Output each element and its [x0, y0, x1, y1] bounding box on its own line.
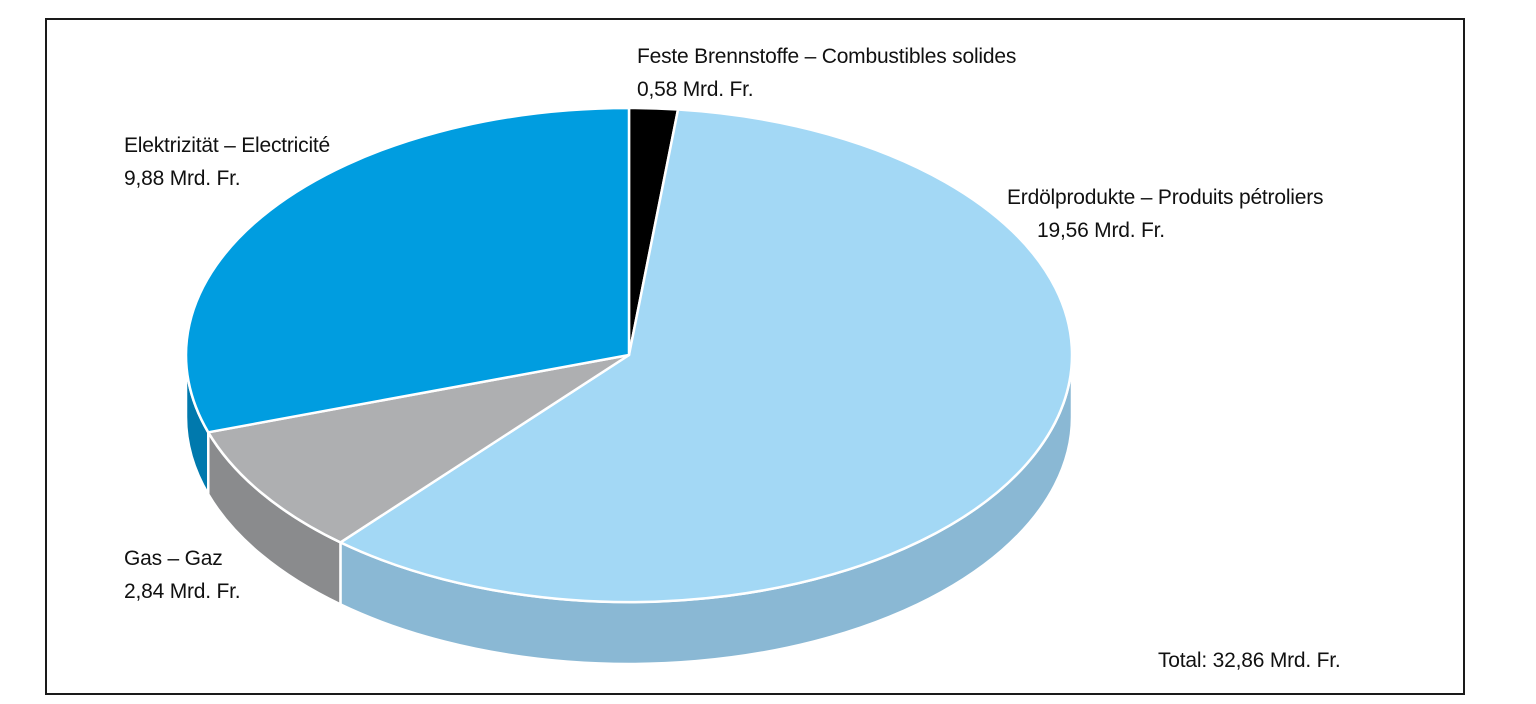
slice-value: 9,88 Mrd. Fr. [124, 167, 241, 190]
slice-name: Elektrizität – Electricité [124, 134, 331, 157]
total-label: Total: 32,86 Mrd. Fr. [1158, 649, 1341, 672]
slice-value: 0,58 Mrd. Fr. [637, 78, 754, 101]
label-electricity: Elektrizität – Electricité 9,88 Mrd. Fr. [124, 129, 330, 195]
slice-elektrizit-t [184, 106, 631, 434]
slice-value: 19,56 Mrd. Fr. [1037, 219, 1165, 242]
slice-value: 2,84 Mrd. Fr. [124, 580, 241, 603]
slice-name: Erdölprodukte – Produits pétroliers [1007, 186, 1324, 209]
slice-name: Gas – Gaz [124, 547, 223, 570]
slice-erd-lprodukte [339, 108, 1074, 604]
label-petroleum: Erdölprodukte – Produits pétroliers 19,5… [1007, 181, 1324, 247]
label-solid-fuels: Feste Brennstoffe – Combustibles solides… [637, 40, 1016, 106]
label-gas: Gas – Gaz 2,84 Mrd. Fr. [124, 542, 241, 608]
slice-gas [207, 353, 631, 544]
slice-name: Feste Brennstoffe – Combustibles solides [637, 45, 1017, 68]
